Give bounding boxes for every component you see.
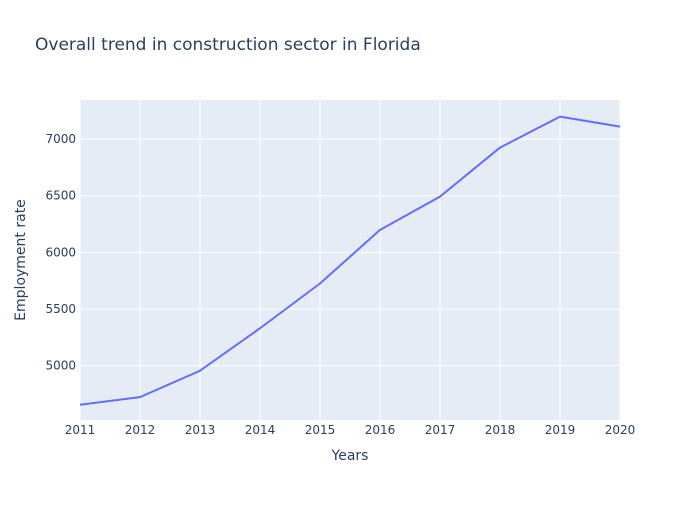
y-tick-label: 6500	[45, 189, 76, 203]
x-tick-label: 2014	[245, 423, 276, 437]
y-axis-ticks: 5000 5500 6000 6500 7000	[45, 132, 76, 373]
series-layer	[77, 114, 623, 408]
data-point[interactable]	[437, 194, 443, 200]
x-axis-title: Years	[331, 448, 369, 464]
x-tick-label: 2015	[305, 423, 336, 437]
x-tick-label: 2013	[185, 423, 216, 437]
data-point[interactable]	[377, 227, 383, 233]
plot-area	[80, 100, 620, 420]
x-tick-label: 2017	[425, 423, 456, 437]
x-tick-label: 2018	[485, 423, 516, 437]
x-axis-ticks: 2011 2012 2013 2014 2015 2016 2017 2018 2019 2020	[65, 423, 636, 437]
data-point[interactable]	[257, 325, 263, 331]
y-tick-label: 6000	[45, 245, 76, 259]
y-axis-title: Employment rate	[13, 199, 29, 321]
y-tick-label: 7000	[45, 132, 76, 146]
data-point[interactable]	[617, 124, 623, 130]
y-tick-label: 5500	[45, 302, 76, 316]
gridlines	[79, 100, 621, 420]
chart-title: Overall trend in construction sector in …	[35, 35, 421, 55]
data-point[interactable]	[137, 394, 143, 400]
x-tick-label: 2011	[65, 423, 96, 437]
data-point[interactable]	[557, 114, 563, 120]
y-tick-label: 5000	[45, 359, 76, 373]
x-tick-label: 2019	[545, 423, 576, 437]
data-point[interactable]	[497, 145, 503, 151]
data-point[interactable]	[197, 368, 203, 374]
x-tick-label: 2016	[365, 423, 396, 437]
data-point[interactable]	[317, 281, 323, 287]
series-line	[79, 115, 621, 406]
x-tick-label: 2012	[125, 423, 156, 437]
data-point[interactable]	[77, 402, 83, 408]
x-tick-label: 2020	[605, 423, 636, 437]
